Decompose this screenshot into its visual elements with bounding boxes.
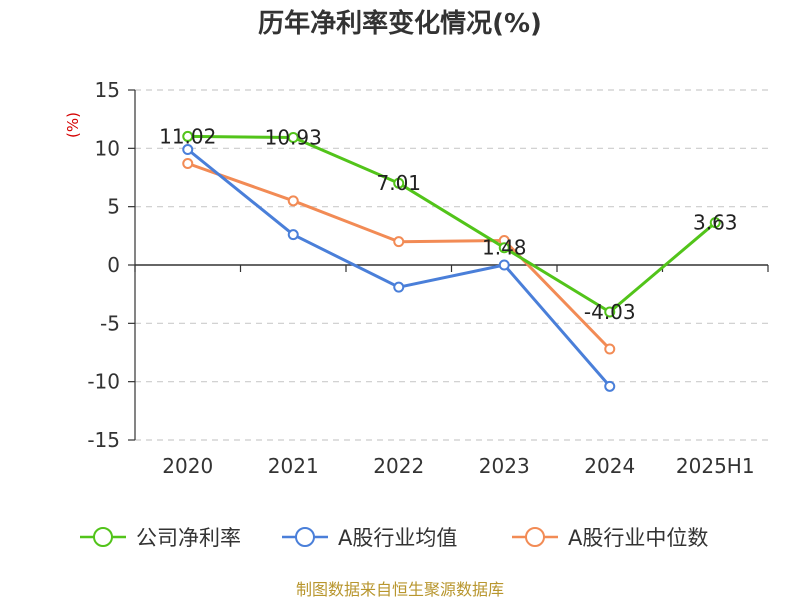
series-0	[182, 130, 721, 318]
legend-label: A股行业均值	[338, 526, 457, 550]
data-point[interactable]	[709, 217, 721, 229]
legend-item-0[interactable]: 公司净利率	[80, 526, 241, 550]
data-label: 7.01	[376, 171, 421, 195]
data-point[interactable]	[498, 242, 510, 254]
series-1	[182, 144, 616, 392]
data-label: 11.02	[159, 124, 216, 148]
legend-swatch-marker	[93, 527, 113, 547]
data-label: -4.03	[584, 300, 636, 324]
series-2	[182, 158, 616, 355]
y-tick-label: 15	[95, 78, 120, 102]
data-point[interactable]	[498, 259, 510, 271]
data-point[interactable]	[287, 229, 299, 241]
legend: 公司净利率 A股行业均值 A股行业中位数	[80, 526, 708, 550]
legend-label: 公司净利率	[136, 526, 241, 550]
data-point[interactable]	[393, 281, 405, 293]
legend-swatch-marker	[295, 527, 315, 547]
data-label: 3.63	[693, 211, 738, 235]
data-labels: 11.02 10.93 7.01 1.48 -4.03 3.63	[159, 124, 737, 324]
legend-item-2[interactable]: A股行业中位数	[512, 526, 708, 550]
x-tick-label: 2022	[373, 454, 424, 478]
x-tick-label: 2023	[479, 454, 530, 478]
series-line	[187, 134, 717, 314]
y-axis-unit-label: (%)	[64, 112, 82, 138]
legend-item-1[interactable]: A股行业均值	[282, 526, 457, 550]
data-point[interactable]	[604, 343, 616, 355]
x-tick-label: 2024	[584, 454, 635, 478]
data-point[interactable]	[393, 177, 405, 189]
chart-title: 历年净利率变化情况(%)	[258, 8, 542, 39]
x-tick-label: 2020	[162, 454, 213, 478]
data-point[interactable]	[182, 130, 194, 142]
y-tick-label: -5	[100, 311, 120, 335]
source-note: 制图数据来自恒生聚源数据库	[296, 580, 504, 599]
y-tick-label: -15	[87, 428, 120, 452]
data-point[interactable]	[393, 236, 405, 248]
x-tick-label: 2021	[268, 454, 319, 478]
data-point[interactable]	[287, 195, 299, 207]
data-label: 1.48	[482, 236, 527, 260]
series-layer	[182, 130, 721, 392]
data-point[interactable]	[182, 158, 194, 169]
data-label: 10.93	[265, 125, 322, 149]
y-tick-label: -10	[87, 370, 120, 394]
data-point[interactable]	[604, 380, 616, 392]
legend-swatch-marker	[525, 527, 545, 547]
legend-label: A股行业中位数	[568, 526, 708, 550]
data-point[interactable]	[604, 306, 616, 318]
y-tick-label: 0	[107, 253, 120, 277]
y-tick-label: 5	[107, 195, 120, 219]
y-tick-label: 10	[95, 136, 120, 160]
data-point[interactable]	[182, 144, 194, 155]
axes: 15 10 5 0 -5 -10 -15 2020 2021 2022 2023 2024 2025H1	[87, 78, 769, 478]
x-tick-label: 2025H1	[676, 454, 755, 478]
data-point[interactable]	[287, 131, 299, 143]
